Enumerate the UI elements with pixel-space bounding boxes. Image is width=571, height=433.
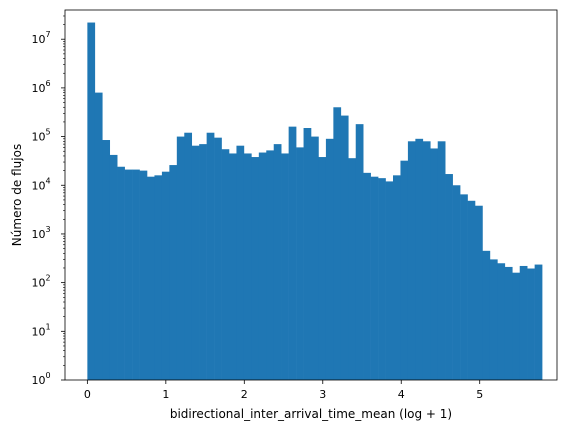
histogram-bar: [437, 141, 446, 380]
histogram-bar: [355, 124, 364, 381]
histogram-bar: [512, 272, 521, 380]
x-axis-label: bidirectional_inter_arrival_time_mean (l…: [170, 407, 452, 421]
histogram-bar: [497, 263, 506, 380]
histogram-bar: [139, 170, 148, 380]
histogram-bar: [363, 172, 371, 380]
histogram-bar: [333, 107, 342, 381]
y-tick-label: 102: [31, 274, 50, 290]
x-tick-label: 3: [319, 388, 326, 401]
histogram-bar: [422, 141, 431, 380]
histogram-bar: [504, 266, 513, 380]
histogram-bar: [534, 264, 543, 380]
histogram-bar: [94, 92, 103, 381]
histogram-bar: [296, 147, 304, 380]
y-tick-label: 103: [31, 225, 50, 241]
histogram-bar: [325, 138, 334, 380]
histogram-bar: [243, 153, 252, 380]
histogram-bar: [154, 175, 163, 380]
histogram-bar: [489, 259, 498, 380]
histogram-bar: [348, 158, 357, 380]
y-tick-label: 105: [31, 128, 50, 144]
histogram-bar: [527, 268, 535, 380]
y-axis-ticks: 100 101 102 103 104 105 106 107: [31, 15, 65, 387]
histogram-bar: [273, 144, 282, 380]
histogram-bar: [475, 205, 483, 380]
y-tick-label: 104: [31, 176, 50, 192]
histogram-bar: [445, 174, 453, 380]
histogram-bars: [87, 22, 543, 381]
histogram-bar: [214, 137, 222, 380]
histogram-bar: [87, 22, 96, 380]
histogram-bar: [415, 138, 424, 380]
histogram-bar: [288, 126, 297, 380]
x-tick-label: 2: [241, 388, 248, 401]
histogram-bar: [460, 194, 468, 380]
histogram-bar: [407, 141, 416, 380]
histogram-bar: [258, 152, 267, 380]
histogram-bar: [236, 145, 245, 380]
y-tick-label: 107: [31, 30, 50, 46]
histogram-bar: [519, 265, 528, 380]
histogram-bar: [482, 250, 491, 380]
histogram-bar: [340, 115, 349, 380]
histogram-bar: [147, 176, 155, 380]
histogram-bar: [452, 185, 461, 380]
x-tick-label: 1: [162, 388, 169, 401]
histogram-bar: [199, 144, 207, 380]
histogram-bar: [311, 136, 319, 380]
histogram-bar: [229, 153, 237, 380]
histogram-bar: [467, 200, 476, 380]
histogram-bar: [266, 150, 275, 380]
histogram-bar: [117, 166, 125, 380]
histogram-bar: [393, 175, 401, 380]
histogram-bar: [370, 176, 379, 380]
histogram-bar: [132, 169, 140, 380]
y-tick-label: 101: [31, 322, 50, 338]
y-tick-label: 100: [31, 371, 50, 387]
histogram-bar: [206, 132, 215, 380]
histogram-bar: [430, 148, 439, 380]
histogram-bar: [385, 181, 394, 380]
histogram-bar: [124, 169, 133, 380]
histogram-bar: [169, 165, 178, 380]
histogram-bar: [281, 153, 289, 380]
histogram-bar: [378, 178, 386, 380]
histogram-bar: [161, 171, 170, 380]
histogram-bar: [251, 157, 260, 380]
plot-frame: [64, 9, 558, 381]
histogram-bar: [318, 157, 327, 380]
x-tick-label: 4: [398, 388, 405, 401]
histogram-bar: [184, 132, 193, 380]
histogram-bar: [102, 140, 111, 380]
y-axis-label: Número de flujos: [10, 144, 24, 246]
y-tick-label: 106: [31, 79, 50, 95]
x-tick-label: 5: [476, 388, 483, 401]
histogram-bar: [221, 149, 230, 380]
x-tick-label: 0: [84, 388, 91, 401]
histogram-bar: [191, 145, 200, 380]
histogram-bar: [303, 128, 312, 380]
histogram-bar: [400, 160, 409, 380]
histogram-bar: [109, 154, 118, 380]
x-axis-ticks: 0 1 2 3 4 5: [84, 380, 483, 401]
histogram-bar: [176, 136, 185, 380]
